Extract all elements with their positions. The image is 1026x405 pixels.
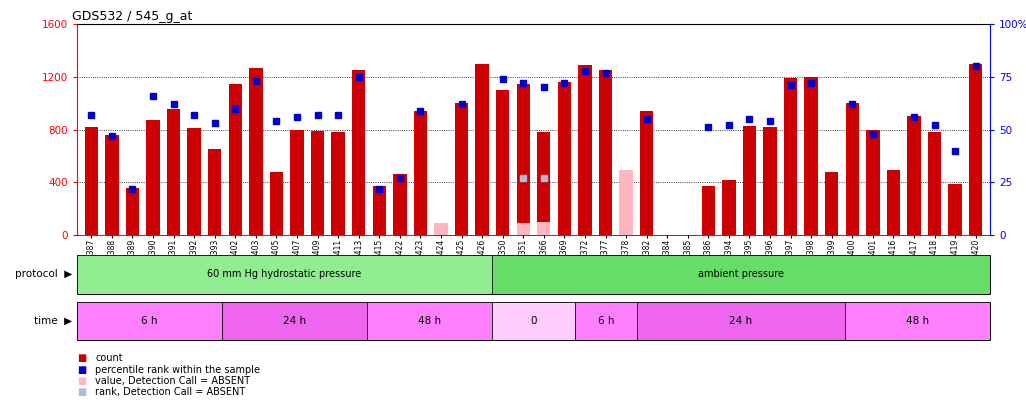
Text: rank, Detection Call = ABSENT: rank, Detection Call = ABSENT [95, 388, 245, 397]
Bar [538, 222, 551, 235]
Bar [167, 109, 181, 235]
Bar [538, 132, 551, 235]
Bar [496, 90, 509, 235]
Bar [147, 120, 160, 235]
Bar [825, 172, 838, 235]
Bar [637, 302, 844, 340]
Bar [77, 302, 223, 340]
Bar [620, 171, 633, 235]
Bar [844, 302, 990, 340]
Bar [516, 223, 529, 235]
Bar [516, 83, 529, 235]
Bar [579, 65, 592, 235]
Text: 6 h: 6 h [598, 316, 615, 326]
Text: time  ▶: time ▶ [34, 316, 72, 326]
Bar [249, 68, 263, 235]
Bar [907, 117, 920, 235]
Bar [367, 302, 492, 340]
Bar [866, 130, 879, 235]
Bar [886, 171, 900, 235]
Text: count: count [95, 354, 123, 363]
Bar [948, 183, 961, 235]
Bar [229, 83, 242, 235]
Bar [722, 180, 736, 235]
Text: ambient pressure: ambient pressure [698, 269, 784, 279]
Bar [492, 302, 575, 340]
Text: 6 h: 6 h [142, 316, 158, 326]
Bar [575, 302, 637, 340]
Text: 24 h: 24 h [729, 316, 753, 326]
Bar [311, 131, 324, 235]
Bar [126, 188, 140, 235]
Text: GDS532 / 545_g_at: GDS532 / 545_g_at [73, 10, 193, 23]
Bar [223, 302, 367, 340]
Text: ■: ■ [77, 365, 86, 375]
Bar [763, 127, 777, 235]
Bar [77, 255, 492, 294]
Bar [969, 64, 982, 235]
Bar [845, 103, 859, 235]
Text: 60 mm Hg hydrostatic pressure: 60 mm Hg hydrostatic pressure [207, 269, 361, 279]
Text: 0: 0 [530, 316, 537, 326]
Bar [640, 111, 654, 235]
Bar [928, 132, 941, 235]
Bar [558, 82, 571, 235]
Bar [188, 128, 201, 235]
Text: 24 h: 24 h [283, 316, 307, 326]
Bar [784, 78, 797, 235]
Bar [413, 111, 427, 235]
Bar [492, 255, 990, 294]
Bar [743, 126, 756, 235]
Bar [290, 130, 304, 235]
Bar [85, 127, 98, 235]
Bar [270, 172, 283, 235]
Bar [352, 70, 365, 235]
Text: percentile rank within the sample: percentile rank within the sample [95, 365, 261, 375]
Text: 48 h: 48 h [419, 316, 441, 326]
Bar [804, 77, 818, 235]
Bar [208, 149, 222, 235]
Bar [599, 70, 613, 235]
Bar [393, 175, 406, 235]
Bar [702, 186, 715, 235]
Text: value, Detection Call = ABSENT: value, Detection Call = ABSENT [95, 376, 250, 386]
Bar [455, 103, 468, 235]
Bar [372, 186, 386, 235]
Bar [434, 223, 447, 235]
Text: ■: ■ [77, 376, 86, 386]
Text: ■: ■ [77, 354, 86, 363]
Bar [331, 132, 345, 235]
Text: protocol  ▶: protocol ▶ [14, 269, 72, 279]
Text: ■: ■ [77, 388, 86, 397]
Bar [106, 135, 119, 235]
Text: 48 h: 48 h [906, 316, 929, 326]
Bar [475, 64, 488, 235]
